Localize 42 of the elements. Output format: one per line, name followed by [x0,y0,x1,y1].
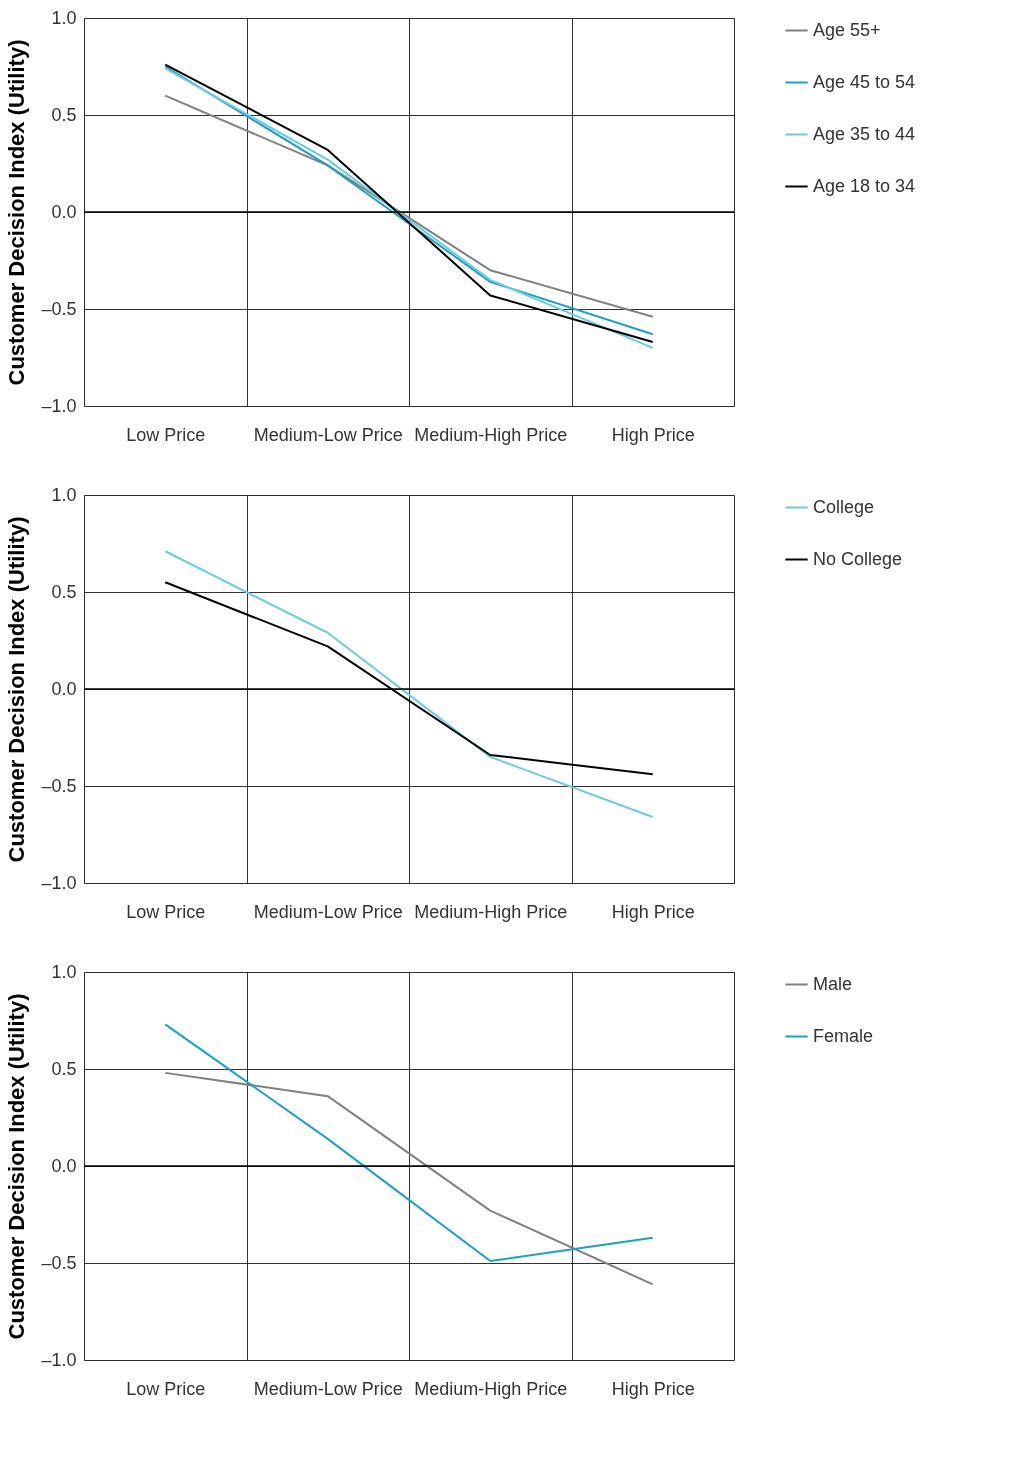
x-tick-label: Medium-High Price [414,1378,568,1399]
y-tick-label: 1.0 [51,7,77,28]
legend-label: Female [813,1025,874,1046]
y-tick-label: –0.5 [41,298,77,319]
y-tick-label: –1.0 [41,395,77,416]
x-tick-label: Medium-Low Price [253,1378,403,1399]
line-series [164,1023,654,1263]
x-tick-label: Low Price [126,901,206,922]
x-tick-label: Medium-Low Price [253,424,403,445]
y-tick-label: –0.5 [41,775,77,796]
y-tick-label: 0.0 [51,1155,77,1176]
y-tick-label: 0.0 [51,201,77,222]
legend-label: College [813,496,875,517]
y-axis-title: Customer Decision Index (Utility) [4,39,30,386]
line-series [164,550,654,819]
legend-label: Age 55+ [813,19,881,40]
x-tick-label: Low Price [126,424,206,445]
y-tick-label: –1.0 [41,872,77,893]
x-tick-label: Medium-High Price [414,424,568,445]
line-series [164,1071,654,1286]
line-series [164,94,654,318]
y-tick-label: 0.5 [51,104,77,125]
y-axis-title: Customer Decision Index (Utility) [4,516,30,863]
legend-label: Male [813,973,853,994]
y-tick-label: 1.0 [51,961,77,982]
legend-label: No College [813,548,903,569]
x-tick-label: Low Price [126,1378,206,1399]
legend-label: Age 18 to 34 [813,175,916,196]
x-tick-label: High Price [611,1378,695,1399]
y-axis-title: Customer Decision Index (Utility) [4,993,30,1340]
y-tick-label: –0.5 [41,1252,77,1273]
y-tick-label: –1.0 [41,1349,77,1370]
x-tick-label: Medium-Low Price [253,901,403,922]
y-tick-label: 0.5 [51,581,77,602]
y-tick-label: 1.0 [51,484,77,505]
x-tick-label: High Price [611,424,695,445]
y-tick-label: 0.0 [51,678,77,699]
legend-label: Age 35 to 44 [813,123,916,144]
legend-label: Age 45 to 54 [813,71,916,92]
y-tick-label: 0.5 [51,1058,77,1079]
x-tick-label: Medium-High Price [414,901,568,922]
x-tick-label: High Price [611,901,695,922]
